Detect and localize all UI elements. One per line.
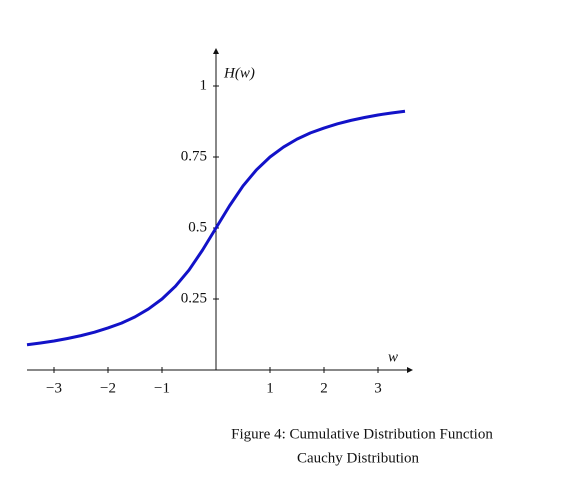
x-tick-label: −1 bbox=[154, 380, 170, 396]
caption-line: Cauchy Distribution bbox=[297, 450, 420, 466]
y-axis-arrow bbox=[213, 48, 219, 54]
y-tick-label: 0.5 bbox=[188, 219, 207, 235]
x-tick-label: −3 bbox=[46, 380, 62, 396]
x-axis-label: w bbox=[388, 349, 398, 365]
y-tick-label: 1 bbox=[200, 77, 208, 93]
x-tick-label: 1 bbox=[266, 380, 274, 396]
x-axis-arrow bbox=[407, 367, 413, 373]
line-series bbox=[26, 109, 406, 347]
y-tick-label: 0.75 bbox=[181, 148, 207, 164]
x-tick-label: 3 bbox=[374, 380, 382, 396]
caption-line: Figure 4: Cumulative Distribution Functi… bbox=[231, 426, 493, 442]
y-axis-label: H(w) bbox=[223, 65, 255, 81]
y-tick-label: 0.25 bbox=[181, 290, 207, 306]
x-tick-label: 2 bbox=[320, 380, 328, 396]
x-tick-label: −2 bbox=[100, 380, 116, 396]
